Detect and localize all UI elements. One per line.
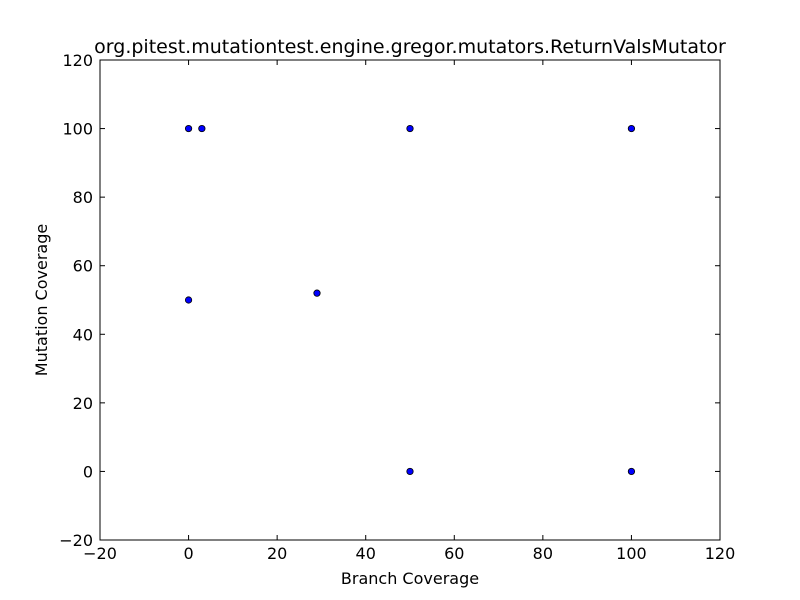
x-tick-label: 120 bbox=[705, 544, 736, 563]
y-axis-label: Mutation Coverage bbox=[32, 224, 51, 376]
x-tick-label: 60 bbox=[444, 544, 464, 563]
scatter-point bbox=[406, 124, 414, 133]
x-axis: −20 0 20 40 60 80 100 120 bbox=[83, 60, 735, 563]
scatter-point bbox=[313, 289, 321, 297]
y-tick-label: 0 bbox=[83, 462, 93, 481]
x-tick-label: −20 bbox=[83, 544, 117, 563]
y-axis: −20 0 20 40 60 80 100 120 bbox=[59, 51, 720, 550]
y-tick-label: 20 bbox=[73, 394, 93, 413]
scatter-point bbox=[627, 124, 636, 133]
scatter-point bbox=[198, 124, 206, 133]
x-axis-label: Branch Coverage bbox=[341, 569, 479, 588]
x-tick-label: 100 bbox=[616, 544, 647, 563]
plot-area bbox=[99, 59, 721, 541]
scatter-point bbox=[406, 467, 414, 476]
x-tick-label: 20 bbox=[267, 544, 287, 563]
x-tick-label: 0 bbox=[183, 544, 193, 563]
y-tick-label: 60 bbox=[73, 257, 93, 276]
y-tick-label: 100 bbox=[62, 120, 93, 139]
x-tick-label: 40 bbox=[356, 544, 376, 563]
y-tick-label: 120 bbox=[62, 51, 93, 70]
data-points bbox=[184, 124, 636, 476]
y-tick-label: −20 bbox=[59, 531, 93, 550]
x-tick-label: 80 bbox=[533, 544, 553, 563]
scatter-point bbox=[184, 124, 193, 133]
y-tick-label: 40 bbox=[73, 325, 93, 344]
chart-title: org.pitest.mutationtest.engine.gregor.mu… bbox=[94, 36, 726, 58]
scatter-point bbox=[184, 296, 193, 304]
scatter-point bbox=[627, 467, 636, 476]
y-tick-label: 80 bbox=[73, 188, 93, 207]
